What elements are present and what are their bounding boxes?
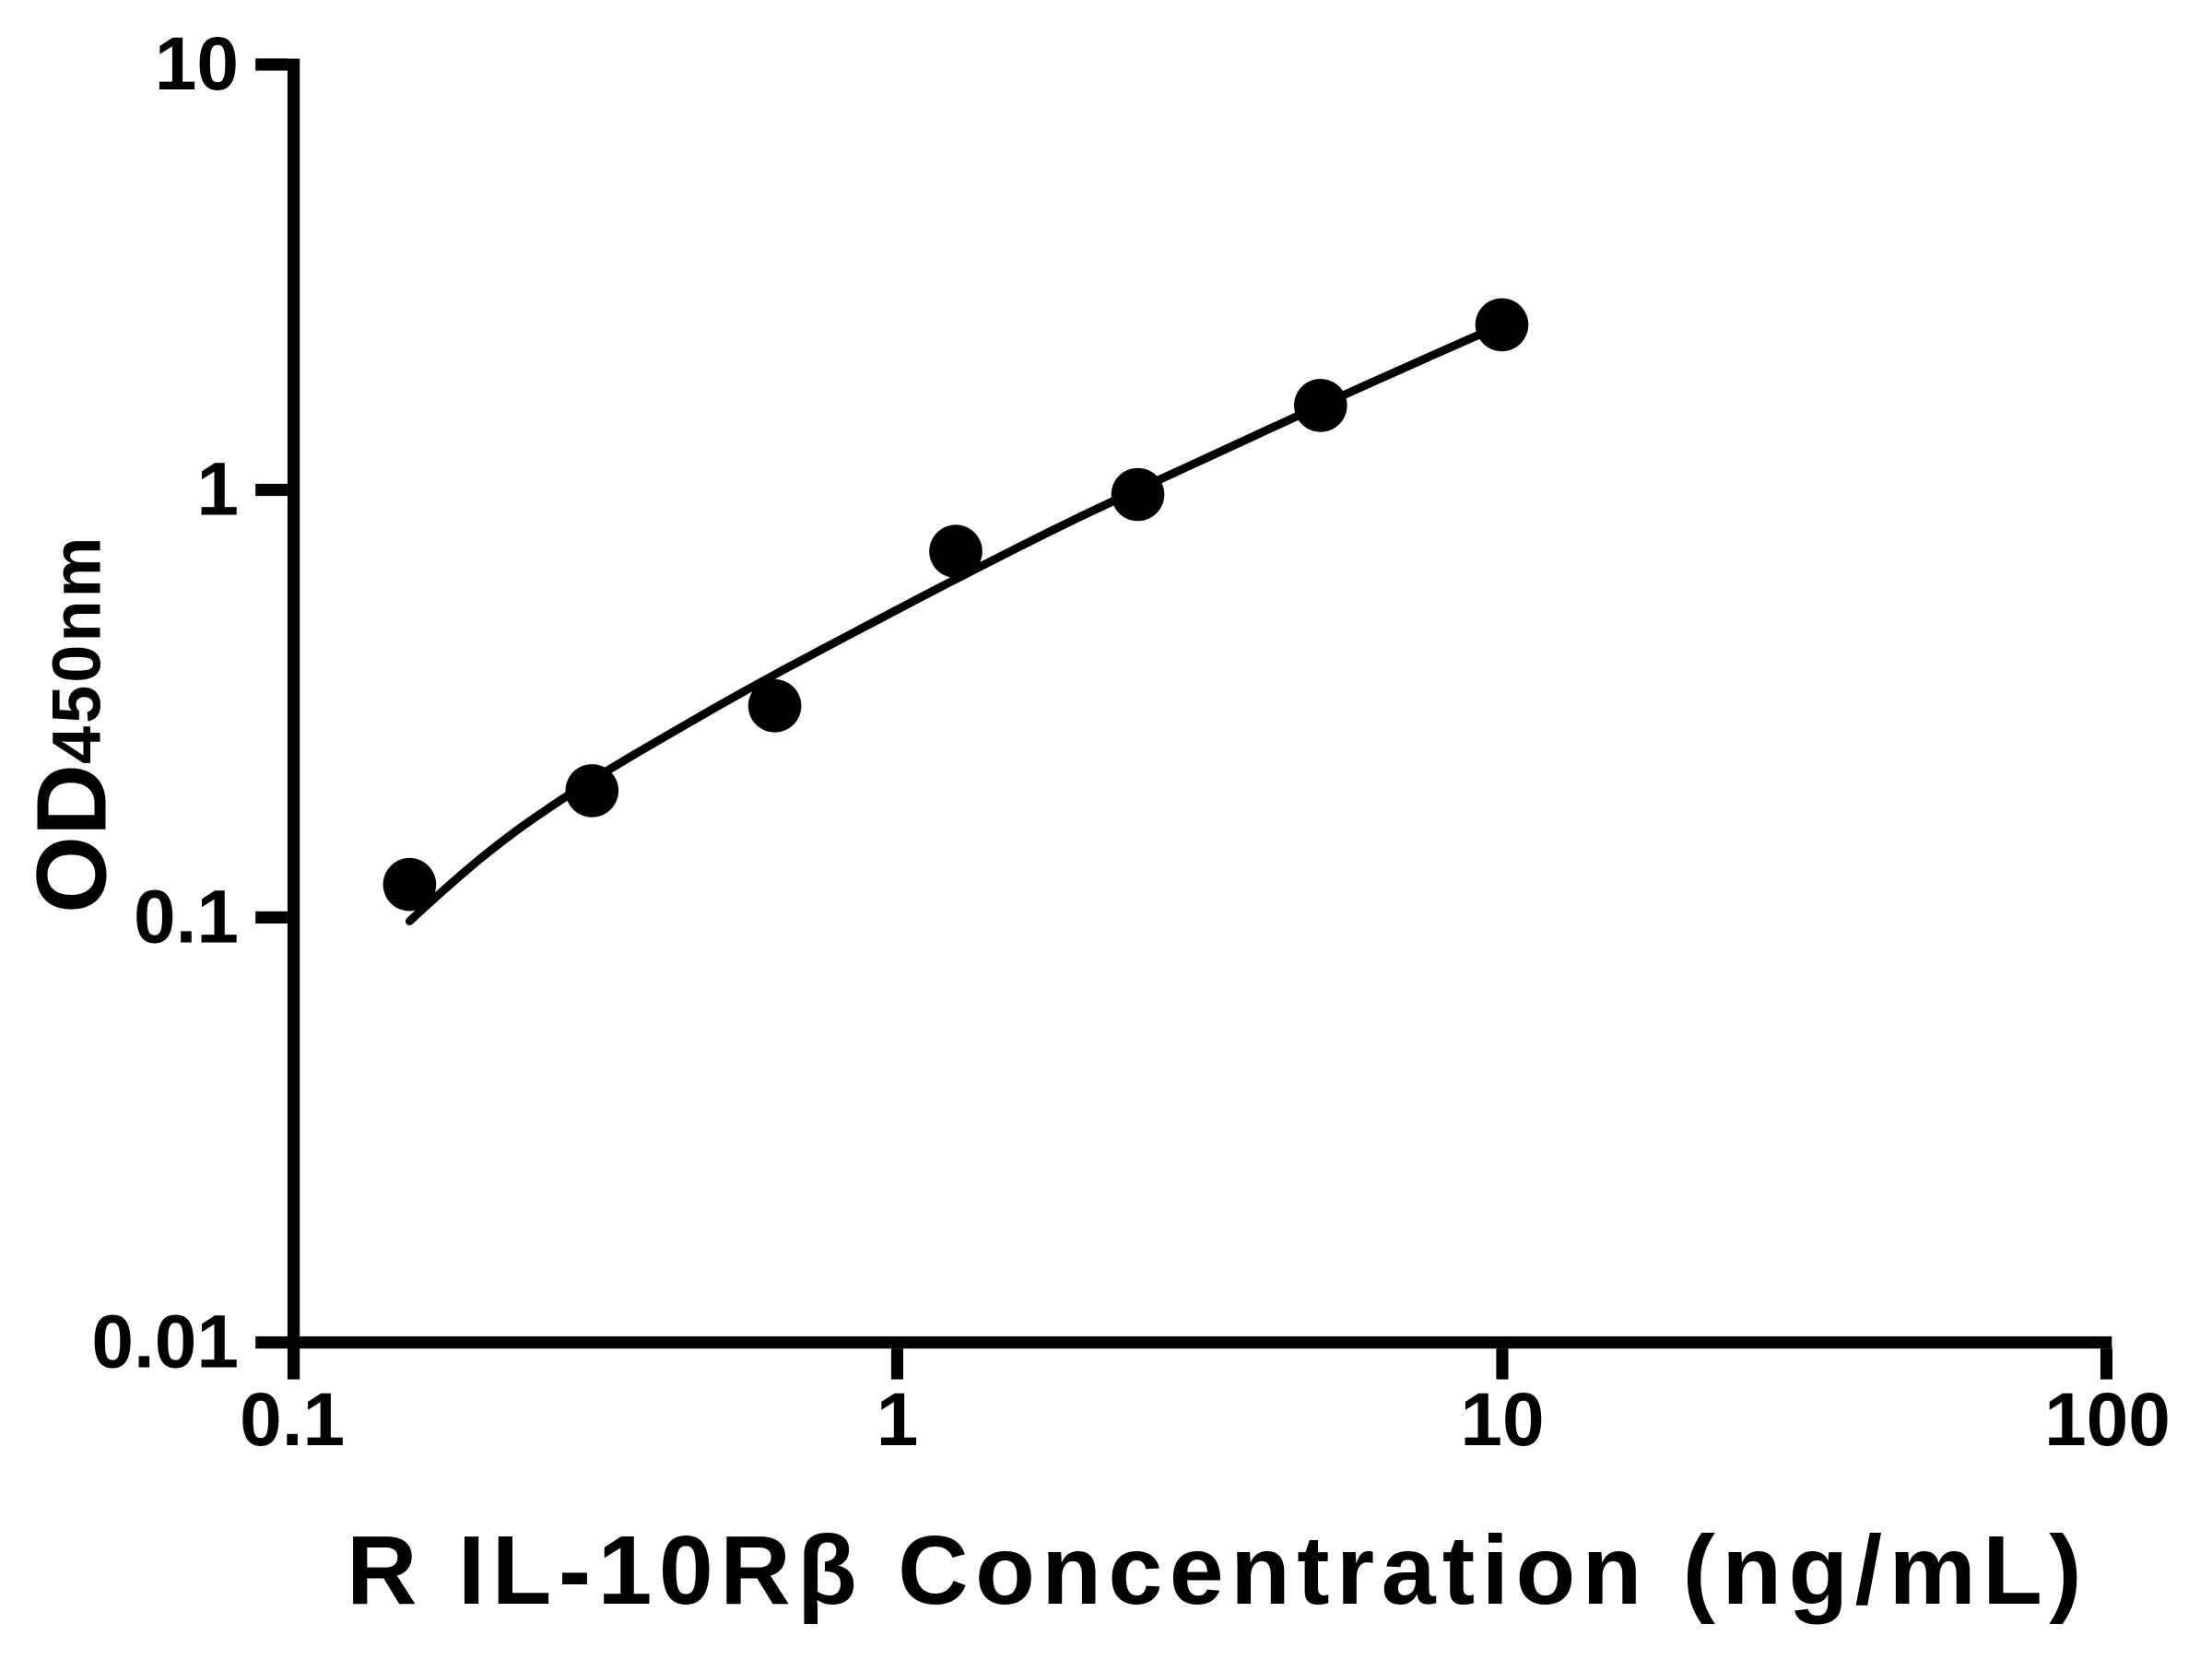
svg-text:0.1: 0.1 xyxy=(240,1378,345,1462)
svg-text:R IL-10Rβ Concentration (ng/mL: R IL-10Rβ Concentration (ng/mL) xyxy=(347,1516,2088,1625)
svg-text:OD450nm: OD450nm xyxy=(16,535,127,913)
svg-text:10: 10 xyxy=(155,22,239,106)
svg-text:1: 1 xyxy=(196,448,239,532)
svg-text:0.01: 0.01 xyxy=(91,1300,239,1384)
svg-text:0.1: 0.1 xyxy=(134,876,239,959)
svg-text:1: 1 xyxy=(877,1378,919,1462)
svg-text:100: 100 xyxy=(2044,1378,2171,1462)
svg-text:10: 10 xyxy=(1460,1378,1544,1462)
